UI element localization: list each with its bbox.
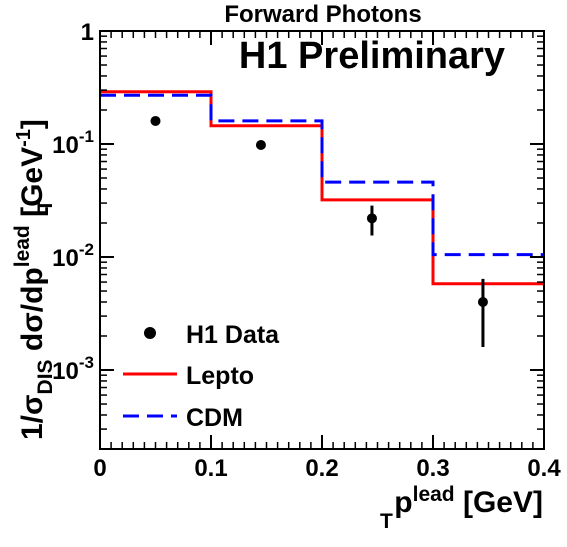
x-axis-label: plead [GeV]: [394, 483, 543, 519]
data-point: [255, 139, 266, 150]
legend-label-lepto: Lepto: [186, 362, 254, 390]
y-tick-label: 1: [81, 19, 94, 46]
y-axis-label-unit-close: ]: [16, 119, 49, 129]
y-axis-label-prefix: 1/σ: [16, 394, 49, 440]
y-axis-label-prefix-sub: DIS: [34, 359, 57, 394]
legend-label-cdm: CDM: [186, 404, 243, 432]
x-axis-label-sub: T: [380, 510, 393, 533]
legend: H1 Data Lepto CDM: [123, 321, 280, 432]
axis-ticks: 0 0.1 0.2 0.3 0.4 1 10-1 10-2 10-3: [52, 19, 561, 482]
y-tick-label: 10-3: [52, 353, 94, 385]
y-axis-label-unit: [GeV: [16, 147, 49, 225]
y-axis-label-unit-sup: -1: [13, 129, 35, 147]
legend-label-h1-data: H1 Data: [186, 321, 280, 349]
plot-area: [100, 90, 544, 347]
x-tick-label: 0: [93, 455, 106, 482]
y-axis-label-mid: dσ/dp: [16, 267, 49, 359]
y-tick-label: 10-2: [52, 240, 94, 272]
x-axis-label-base: p: [394, 486, 412, 519]
x-tick-label: 0.1: [194, 455, 227, 482]
series-cdm-line: [100, 93, 544, 257]
x-axis-label-unit: [GeV]: [455, 486, 543, 519]
y-axis-label-mid-sub: T: [34, 199, 57, 212]
chart-annotation: H1 Preliminary: [239, 35, 505, 77]
y-axis-label: 1/σDIS dσ/dplead [GeV-1]: [11, 119, 57, 440]
data-point: [150, 115, 161, 126]
x-tick-label: 0.3: [416, 455, 449, 482]
legend-marker-h1-data: [144, 327, 156, 339]
y-axis-label-mid-sup: lead: [11, 225, 34, 267]
chart-title: Forward Photons: [224, 1, 421, 28]
x-tick-label: 0.2: [305, 455, 338, 482]
data-point: [477, 296, 488, 307]
x-axis-label-sup: lead: [413, 483, 455, 506]
x-tick-label: 0.4: [527, 455, 561, 482]
data-point: [366, 213, 377, 224]
plot-frame: [99, 30, 545, 450]
y-tick-label: 10-1: [52, 127, 94, 159]
